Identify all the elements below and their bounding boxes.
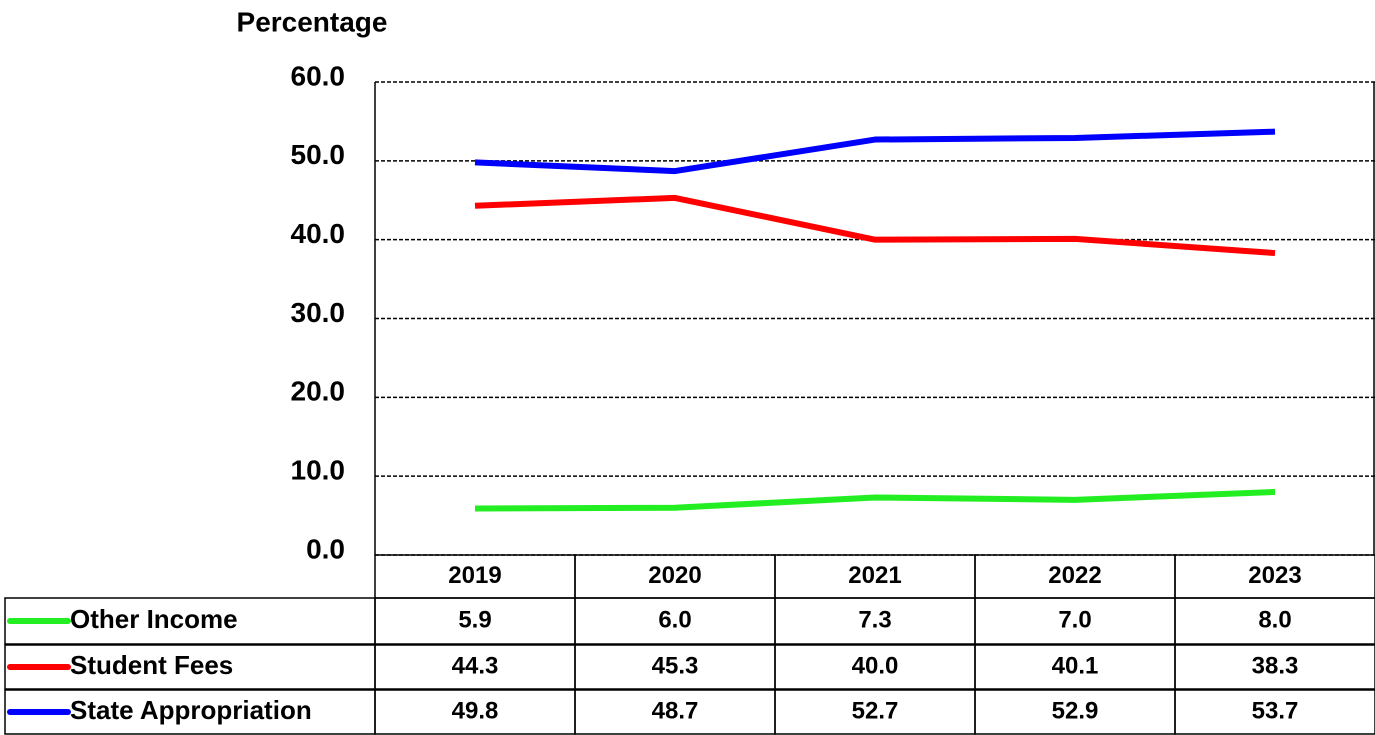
table-cell (1174, 644, 1375, 690)
table-value: 49.8 (452, 697, 499, 724)
y-tick-label: 60.0 (291, 60, 346, 91)
legend-label: State Appropriation (70, 695, 312, 725)
y-tick-label: 30.0 (291, 297, 346, 328)
x-tick-label: 2022 (1048, 562, 1101, 589)
table-cell (1174, 597, 1375, 645)
table-value: 52.7 (852, 697, 899, 724)
table-value: 7.3 (858, 606, 891, 633)
table-value: 5.9 (458, 606, 491, 633)
table-value: 40.1 (1052, 652, 1099, 679)
table-value: 40.0 (852, 652, 899, 679)
x-tick-label: 2020 (648, 562, 701, 589)
x-tick-label: 2021 (848, 562, 901, 589)
legend-label: Other Income (70, 604, 238, 634)
series-line (474, 194, 1276, 257)
table-value: 6.0 (658, 606, 691, 633)
table-value: 44.3 (452, 652, 499, 679)
table-value: 8.0 (1258, 606, 1291, 633)
table-value: 48.7 (652, 697, 699, 724)
y-tick-label: 50.0 (291, 139, 346, 170)
table-cell (1174, 689, 1375, 735)
y-tick-label: 10.0 (291, 455, 346, 486)
table-value: 38.3 (1252, 652, 1299, 679)
table-value: 7.0 (1058, 606, 1091, 633)
y-tick-label: 20.0 (291, 376, 346, 407)
y-tick-label: 0.0 (306, 533, 345, 564)
table-value: 45.3 (652, 652, 699, 679)
y-tick-label: 40.0 (291, 218, 346, 249)
x-tick-label: 2019 (448, 562, 501, 589)
chart-title: Percentage (237, 6, 388, 37)
x-tick-label: 2023 (1248, 562, 1301, 589)
table-value: 53.7 (1252, 697, 1299, 724)
legend-label: Student Fees (70, 650, 233, 680)
table-value: 52.9 (1052, 697, 1099, 724)
series-line (474, 488, 1276, 512)
series-line (474, 128, 1276, 175)
